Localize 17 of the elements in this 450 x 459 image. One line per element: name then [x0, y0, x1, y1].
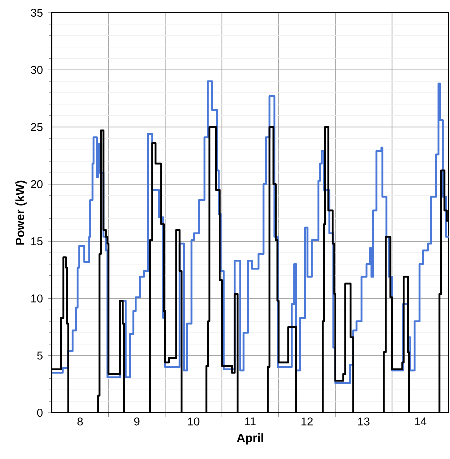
x-tick-label: 8 [78, 418, 84, 426]
x-tick-label: 13 [358, 418, 370, 426]
y-axis-title: Power (kW) [16, 180, 28, 245]
y-tick-label: 35 [31, 8, 44, 18]
x-tick-label: 9 [134, 418, 140, 426]
x-tick-label: 11 [246, 418, 256, 426]
y-tick-label: 10 [32, 294, 44, 303]
y-tick-label: 20 [31, 180, 44, 188]
y-tick-label: 5 [38, 352, 44, 360]
y-tick-label: 0 [38, 408, 44, 417]
x-tick-label: 12 [302, 418, 314, 426]
y-tick-label: 15 [32, 238, 44, 246]
y-tick-label: 30 [31, 66, 44, 74]
x-axis-title: April [237, 434, 264, 445]
y-tick-label: 25 [31, 123, 44, 132]
x-tick-label: 10 [188, 418, 200, 426]
x-tick-label: 14 [415, 418, 427, 426]
